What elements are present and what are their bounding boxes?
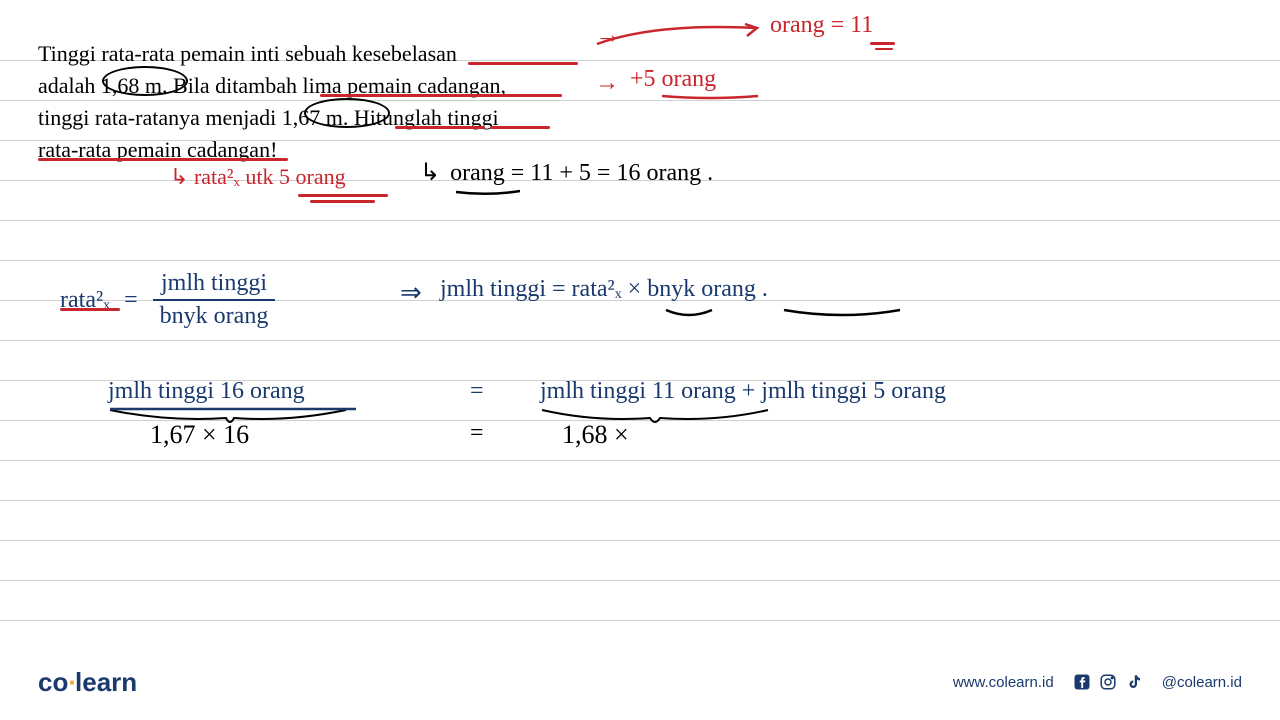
problem-statement: Tinggi rata-rata pemain inti sebuah kese… <box>38 38 578 166</box>
facebook-icon <box>1072 672 1092 692</box>
red-underline-lima-pemain <box>320 94 562 97</box>
underline-5orang-3 <box>310 200 375 203</box>
problem-line1: Tinggi rata-rata pemain inti sebuah kese… <box>38 38 578 70</box>
red-underline-hitunglah <box>395 126 485 129</box>
hook-icon-2: ↳ <box>420 160 440 186</box>
eq1-rhs: jmlh tinggi = rata²ₓ × bnyk orang . <box>440 276 768 303</box>
logo-co: co <box>38 667 68 697</box>
eq2-equals: = <box>470 378 484 405</box>
circle-annotation-1-67 <box>304 98 390 128</box>
annotation-orang-11: orang = 11 <box>770 12 873 39</box>
eq1-fraction: jmlh tinggi bnyk orang <box>152 270 277 330</box>
underline-11b <box>875 48 893 50</box>
underline-orang-black <box>454 188 522 198</box>
footer: co·learn www.colearn.id @colearn.id <box>0 662 1280 702</box>
eq1-implies: ⇒ <box>400 278 422 308</box>
underline-eq2-lhs <box>108 406 358 412</box>
eq1-num: jmlh tinggi <box>153 270 275 301</box>
logo: co·learn <box>38 667 137 698</box>
smile-bnyk <box>782 308 902 320</box>
logo-dot: · <box>68 667 75 697</box>
red-underline-tinggi <box>490 126 550 129</box>
smile-rata <box>664 308 714 320</box>
eq2-rhs: jmlh tinggi 11 orang + jmlh tinggi 5 ora… <box>540 378 946 405</box>
red-underline-kesebelasan <box>468 62 578 65</box>
logo-learn: learn <box>75 667 137 697</box>
underline-11 <box>870 42 895 45</box>
footer-handle: @colearn.id <box>1162 674 1242 691</box>
footer-url: www.colearn.id <box>953 674 1054 691</box>
eq1: rata²ₓ = jmlh tinggi bnyk orang <box>60 270 276 330</box>
hook-rata-5orang: ↳ rata²ₓ utk 5 orang <box>170 164 346 190</box>
equals-sign: = <box>124 287 138 314</box>
instagram-icon <box>1098 672 1118 692</box>
footer-right: www.colearn.id @colearn.id <box>953 672 1242 692</box>
arrow-plus5: → <box>595 70 619 97</box>
eq2-lhs: jmlh tinggi 16 orang <box>108 378 305 405</box>
annotation-16orang-text: orang = 11 + 5 = 16 orang . <box>450 160 713 186</box>
annotation-plus5: +5 orang <box>630 66 716 93</box>
arrow-curve-1 <box>595 18 765 48</box>
annotation-orang-11-text: orang = 11 <box>770 12 873 38</box>
eq1-den: bnyk orang <box>152 301 277 330</box>
annotation-rata-5orang: rata²ₓ utk 5 orang <box>194 164 346 189</box>
social-icons <box>1072 672 1144 692</box>
eq2-equals-2: = <box>470 420 484 447</box>
sub-lhs: 1,67 × 16 <box>150 420 249 450</box>
circle-annotation-1-68 <box>102 66 188 96</box>
underline-5orang <box>660 92 760 102</box>
red-underline-rata-rata-cadangan <box>38 158 288 161</box>
hook-icon: ↳ <box>170 164 188 189</box>
hook-16orang: ↳ orang = 11 + 5 = 16 orang . <box>420 158 713 187</box>
underline-rata2 <box>60 308 120 311</box>
sub-rhs: 1,68 × <box>562 420 629 450</box>
underline-5orang-2 <box>298 194 388 197</box>
tiktok-icon <box>1124 672 1144 692</box>
